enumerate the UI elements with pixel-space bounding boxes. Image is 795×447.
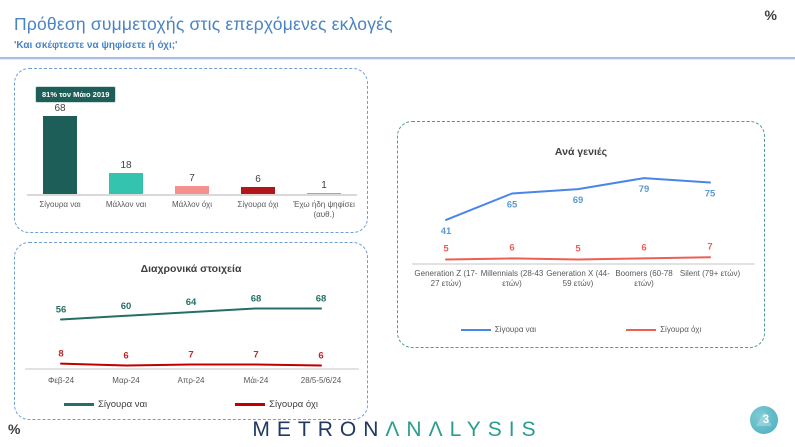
- bar: [241, 187, 275, 194]
- x-axis-label: Generation X (44-59 ετών): [546, 269, 610, 288]
- intention-bar-chart: 68 18 7 6 1 Σίγουρα ναι Μάλλον ναι Μάλλον όχι Σί…: [27, 98, 357, 220]
- x-axis-label: Millennials (28-43 ετών): [481, 269, 544, 288]
- panel-generations: Ανά γενιές 41 65 69 79 75 5 6 5 6 7 Generation Z (…: [397, 121, 765, 348]
- data-point-label: 6: [123, 350, 128, 361]
- data-point-label: 6: [641, 242, 646, 253]
- data-point-label: 60: [121, 301, 132, 312]
- data-point-label: 7: [188, 350, 193, 361]
- data-point-label: 79: [639, 184, 650, 195]
- logo-analysis-text: ΛΝΛLYSIS: [385, 418, 543, 441]
- data-point-label: 68: [316, 293, 327, 304]
- data-point-label: 69: [573, 195, 584, 206]
- bar-row: 68 18 7 6 1: [27, 98, 357, 194]
- legend-line-swatch: [460, 328, 491, 331]
- data-point-label: 68: [251, 293, 262, 304]
- logo-metron-text: METRON: [252, 418, 386, 441]
- may-2019-badge: 81% τον Μάιο 2019: [35, 86, 117, 103]
- legend-line-swatch: [235, 403, 266, 406]
- percent-symbol-top: %: [764, 7, 777, 23]
- x-axis-label: Silent (79+ ετών): [680, 269, 741, 278]
- legend-label: Σίγουρα ναι: [98, 399, 148, 410]
- bar-value-label: 7: [189, 172, 195, 184]
- bar: [43, 115, 77, 194]
- legend-label: Σίγουρα όχι: [660, 325, 702, 334]
- legend-item: Σίγουρα όχι: [626, 325, 701, 334]
- percent-symbol-bottom: %: [8, 421, 21, 437]
- bar-category-label: Σίγουρα όχι: [237, 199, 279, 209]
- data-point-label: 7: [707, 241, 712, 252]
- data-point-label: 7: [253, 350, 258, 361]
- legend-line-swatch: [64, 403, 94, 406]
- bar: [109, 173, 143, 194]
- generations-legend: Σίγουρα ναι Σίγουρα όχι: [398, 325, 764, 334]
- bar-category-label: Μάλλον όχι: [171, 199, 213, 209]
- data-point-label: 75: [705, 189, 716, 200]
- x-axis-line: [27, 194, 357, 196]
- legend-item: Σίγουρα όχι: [235, 399, 318, 410]
- bar: [175, 185, 209, 194]
- x-axis-label: Μαρ-24: [112, 376, 140, 385]
- bar-column: 7: [159, 173, 225, 194]
- bar-category-label: Μάλλον ναι: [105, 199, 147, 209]
- bar-category-labels: Σίγουρα ναι Μάλλον ναι Μάλλον όχι Σίγουρα ό…: [27, 196, 357, 221]
- legend-item: Σίγουρα ναι: [460, 325, 537, 334]
- data-point-label: 6: [509, 242, 514, 253]
- bar-column: 18: [93, 160, 159, 194]
- series-line: [60, 362, 322, 367]
- generations-line-chart: 41 65 69 79 75 5 6 5 6 7 Generation Z (17-27 ετών)…: [400, 167, 762, 300]
- data-point-label: 41: [441, 226, 452, 237]
- logo-triangle-icon: [756, 412, 772, 426]
- bar-category-label: Σίγουρα ναι: [39, 199, 81, 209]
- timeline-line-chart: 56 60 64 68 68 8 6 7 7 6 Φεβ-24 Μαρ-24 Απρ-24 Μάι-24 2…: [15, 283, 367, 400]
- data-point-label: 65: [507, 200, 518, 211]
- x-axis-label: Μάι-24: [244, 376, 269, 385]
- timeline-legend: Σίγουρα ναι Σίγουρα όχι: [15, 399, 367, 410]
- page-title: Πρόθεση συμμετοχής στις επερχόμενες εκλο…: [14, 14, 393, 34]
- data-point-label: 5: [575, 244, 581, 255]
- bar-column: 1: [291, 179, 357, 194]
- metron-analysis-logo: METRONΛΝΛLYSIS: [0, 418, 795, 442]
- page-number-badge: 3: [750, 406, 778, 434]
- bar-value-label: 68: [54, 102, 66, 114]
- bar-category-label: Έχω ήδη ψηφίσει (αυθ.): [293, 199, 355, 219]
- bar-value-label: 1: [321, 179, 327, 191]
- legend-label: Σίγουρα ναι: [494, 325, 537, 334]
- panel-timeline: Διαχρονικά στοιχεία 56 60 64 68 68 8 6 7 7 6 Φεβ-2…: [14, 242, 368, 420]
- x-axis-label: 28/5-5/6/24: [301, 376, 342, 385]
- timeline-chart-title: Διαχρονικά στοιχεία: [140, 263, 242, 275]
- data-point-label: 64: [186, 297, 197, 308]
- bar-column: 6: [225, 174, 291, 194]
- bar-value-label: 6: [255, 174, 261, 186]
- x-axis-label: Generation Z (17-27 ετών): [414, 269, 477, 288]
- series-line: [445, 177, 711, 221]
- data-point-label: 56: [56, 304, 67, 315]
- bar-value-label: 18: [120, 160, 132, 172]
- bar-column: 68: [27, 103, 93, 194]
- bar: [307, 192, 341, 194]
- series-line: [445, 256, 711, 261]
- generations-chart-title: Ανά γενιές: [554, 146, 608, 158]
- legend-item: Σίγουρα ναι: [64, 399, 147, 410]
- data-point-label: 6: [318, 350, 323, 361]
- legend-label: Σίγουρα όχι: [269, 399, 318, 410]
- x-axis-label: Boomers (60-78 ετών): [615, 269, 673, 288]
- page-number: 3: [762, 414, 770, 426]
- x-axis-label: Φεβ-24: [48, 376, 75, 385]
- data-point-label: 5: [443, 244, 449, 255]
- series-line: [60, 307, 322, 321]
- data-point-label: 8: [58, 349, 63, 360]
- panel-intention-bars: 81% τον Μάιο 2019 68 18 7 6 1 Σίγουρα ναι Μάλλ…: [14, 68, 368, 233]
- page-subtitle: 'Και σκέφτεστε να ψηφίσετε ή όχι;': [14, 40, 178, 51]
- header-divider: [0, 57, 795, 60]
- legend-line-swatch: [626, 328, 657, 331]
- x-axis-label: Απρ-24: [178, 376, 206, 385]
